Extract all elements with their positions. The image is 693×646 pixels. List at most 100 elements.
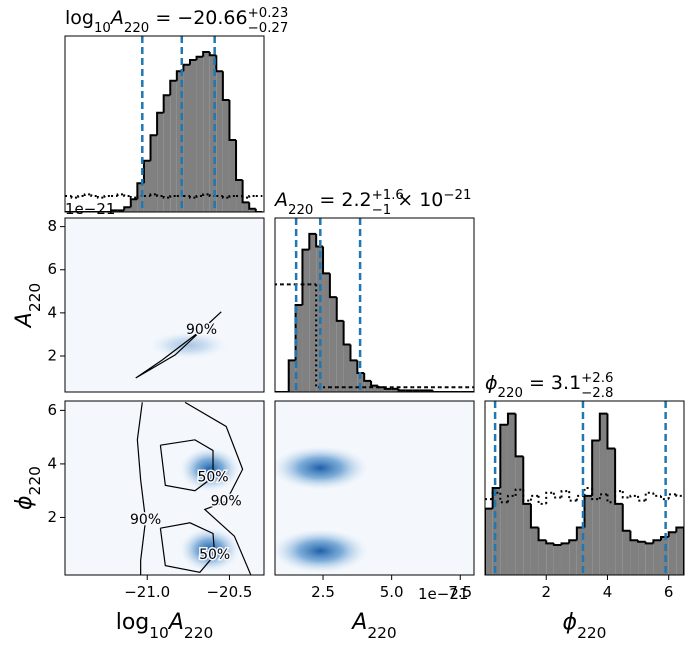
bar [607,448,616,575]
density-peak [275,528,369,573]
y-axis-label: A220 [12,283,44,329]
panel-title: ϕ220 = 3.1+2.6 −2.8 [485,371,613,401]
contour [135,311,222,379]
bar [295,305,303,392]
bar [176,71,184,212]
panel [275,218,474,392]
label-part: log [116,610,150,635]
label-part: A [12,312,37,329]
density-peak [275,445,369,490]
bar [584,495,593,575]
bar [189,60,197,212]
label-part: −1 [372,203,392,218]
bar-outline [149,134,158,161]
bar [515,456,524,575]
x-axis-label: log10A220 [116,610,214,642]
bar-outline [254,208,263,212]
x-offset-text: 1e−21 [418,585,468,603]
label-part: ϕ [12,495,37,510]
label-part: A [273,189,288,211]
bar [288,360,296,392]
bar-outline [667,531,677,538]
bar [599,413,608,575]
bar-outline [123,206,131,211]
density-peak [148,331,229,360]
x-tick-label: −21.0 [124,583,170,601]
bar-outline [356,360,365,375]
label-part: ϕ [485,372,498,394]
y-tick-label: 2 [47,508,57,526]
bar-outline [644,541,654,545]
label-part: 220 [26,283,44,312]
label-part: 10 [149,624,169,642]
bar-outline [652,539,662,544]
label-part: A [109,7,124,29]
label-part: 220 [124,21,149,36]
prior-step [188,196,197,199]
label-part: ϕ [563,610,578,635]
y-tick-label: 6 [47,260,57,278]
bar-outline [110,209,118,212]
prior-step [169,195,177,198]
prior-step [522,489,531,502]
label-part: A [350,610,367,635]
bar [561,543,570,575]
bar [236,180,243,212]
prior-step [77,195,85,198]
bar [222,100,230,212]
contour-label: 90% [130,512,161,528]
bar [485,508,493,575]
prior-step [591,488,600,501]
panel [65,36,264,212]
label-part: 220 [288,203,313,218]
bar [170,80,177,212]
prior-step [129,196,138,199]
bar-outline [522,456,531,505]
contour-label: 50% [197,469,228,485]
bar-outline [537,527,547,542]
contour [136,402,147,575]
panel-bg [65,218,264,392]
bar-outline [188,59,197,65]
y-axis-label: ϕ220 [12,466,44,510]
prior-step [575,494,585,501]
contour [159,439,214,492]
label-part: A [167,610,184,635]
bar-outline [248,202,256,210]
y-offset-text: 1e−21 [65,200,115,218]
bar-outline [506,412,516,425]
bar [576,527,585,575]
bar-outline [235,140,243,181]
bar-outline [614,448,623,505]
label-part: × 10 [391,189,443,211]
label-part: −2.8 [581,386,613,401]
bar [500,424,508,575]
label-part: 220 [498,386,523,401]
x-axis-label: A220 [350,610,396,642]
bar-outline [335,297,344,322]
bar [676,527,684,575]
bar-outline [162,94,171,113]
label-part: −21 [443,188,471,203]
panel [485,401,684,575]
bar-outline [301,248,310,305]
prior-step [545,491,554,504]
bar [615,503,623,575]
bar-outline [560,542,570,545]
label-part: 10 [94,21,111,36]
bar-outline [322,246,330,275]
bar [124,207,131,212]
bar [343,344,351,392]
y-tick-label: 6 [47,401,57,419]
y-tick-label: 4 [47,303,57,321]
bar [329,297,337,392]
contour-label: 50% [199,547,230,563]
bar [196,56,204,212]
bar [150,135,158,212]
bar [492,488,501,575]
prior-step [202,193,210,196]
prior-step [116,193,125,196]
label-part: +1.6 [372,188,404,203]
density-peak [179,527,240,572]
x-tick-label: 2 [541,583,551,601]
